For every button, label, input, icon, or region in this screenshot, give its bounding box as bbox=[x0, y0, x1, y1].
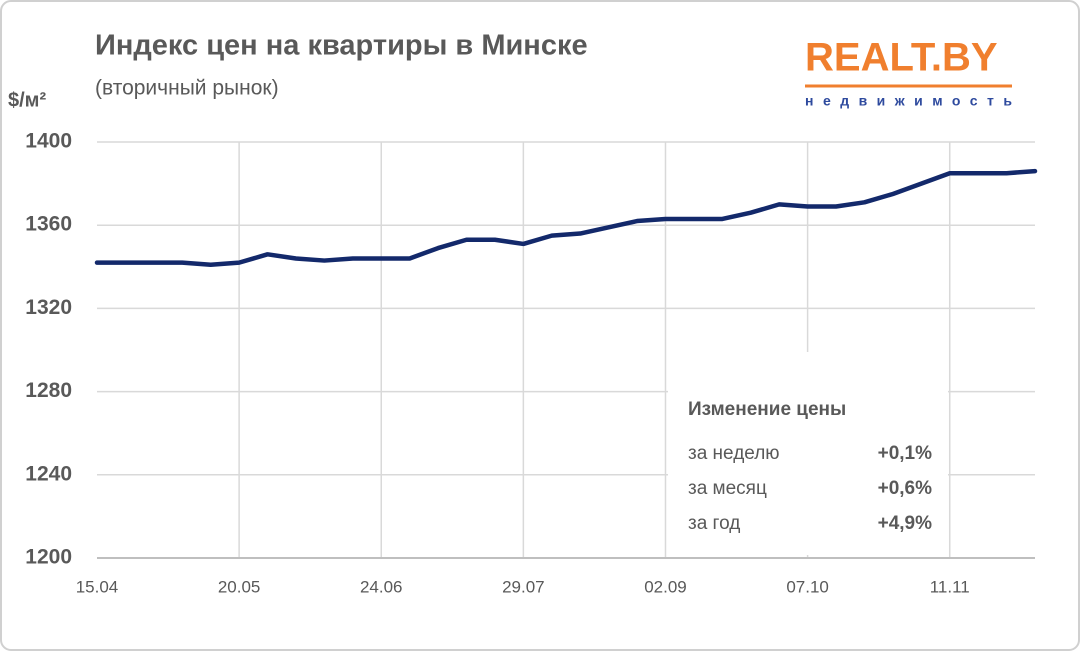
y-tick-label: 1360 bbox=[25, 213, 72, 236]
summary-label: за месяц bbox=[688, 478, 767, 499]
y-tick-label: 1240 bbox=[25, 462, 72, 485]
x-tick-label: 29.07 bbox=[502, 577, 545, 596]
summary-value: +0,6% bbox=[878, 478, 933, 499]
summary-value: +4,9% bbox=[878, 513, 933, 534]
y-tick-label: 1200 bbox=[25, 546, 72, 569]
x-tick-label: 24.06 bbox=[360, 577, 403, 596]
chart-subtitle: (вторичный рынок) bbox=[95, 77, 279, 100]
summary-box bbox=[668, 352, 948, 555]
chart-title: Индекс цен на квартиры в Минске bbox=[95, 30, 588, 62]
y-axis-label: $/м² bbox=[8, 89, 46, 111]
x-tick-label: 02.09 bbox=[644, 577, 687, 596]
x-tick-label: 15.04 bbox=[76, 577, 119, 596]
y-tick-label: 1400 bbox=[25, 130, 72, 153]
plot-area: 1200 1240 1280 1320 1360 1400 15.04 20.05 24.06 2… bbox=[25, 130, 1038, 596]
logo: REALT.BY bbox=[805, 36, 998, 80]
summary-label: за год bbox=[688, 513, 740, 534]
x-tick-label: 07.10 bbox=[786, 577, 829, 596]
x-tick-label: 20.05 bbox=[218, 577, 261, 596]
y-tick-label: 1320 bbox=[25, 296, 72, 319]
summary-label: за неделю bbox=[688, 443, 780, 464]
x-tick-label: 11.11 bbox=[930, 577, 970, 596]
summary-title: Изменение цены bbox=[688, 399, 846, 420]
summary-value: +0,1% bbox=[878, 443, 933, 464]
line-series bbox=[94, 168, 1038, 267]
y-tick-label: 1280 bbox=[25, 379, 72, 402]
